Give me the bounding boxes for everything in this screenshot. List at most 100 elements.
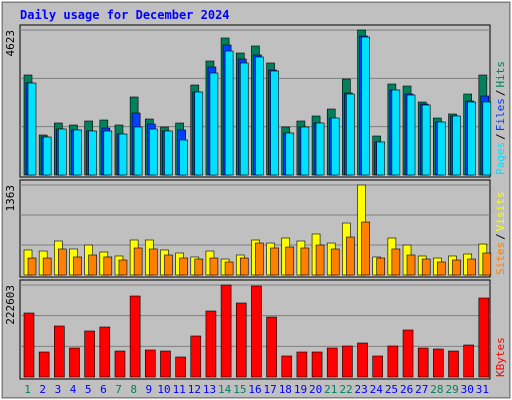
legend-entry: Pages (494, 142, 507, 175)
x-tick-label: 28 (430, 383, 443, 396)
x-tick-label: 8 (130, 383, 137, 396)
bar (144, 349, 156, 378)
bar (58, 248, 67, 276)
bar (300, 247, 310, 276)
y-tick-label: 4623 (4, 30, 17, 57)
bar (114, 350, 126, 378)
x-tick-label: 13 (203, 383, 216, 396)
bar (346, 236, 355, 276)
bar (42, 136, 52, 176)
bar (27, 82, 37, 176)
bar (224, 50, 234, 176)
bar (133, 247, 143, 276)
bar (361, 221, 370, 276)
bar (406, 254, 416, 276)
legend-separator: / (494, 90, 507, 97)
bar (88, 130, 97, 176)
bar (103, 130, 113, 176)
bar (69, 347, 80, 378)
bar (118, 133, 128, 176)
bar (281, 355, 293, 378)
bar (482, 252, 492, 276)
bar (224, 261, 234, 276)
bar (194, 91, 204, 176)
bar (209, 72, 219, 176)
bar (330, 248, 340, 276)
bar (99, 326, 111, 378)
bar (285, 132, 295, 176)
bar (433, 348, 444, 378)
x-tick-label: 22 (339, 383, 352, 396)
chart-title: Daily usage for December 2024 (20, 8, 230, 22)
bar (361, 36, 370, 176)
bar (84, 330, 95, 378)
bar (463, 344, 474, 378)
legend-entry: Files (494, 98, 507, 131)
x-tick-label: 3 (55, 383, 62, 396)
bar (133, 126, 143, 176)
bar (467, 101, 476, 176)
x-tick-label: 27 (415, 383, 428, 396)
bar (42, 257, 52, 276)
y-tick-label: 1363 (4, 185, 17, 212)
bar (251, 285, 262, 378)
x-tick-label: 1 (24, 383, 31, 396)
bar (129, 295, 141, 378)
x-tick-label: 15 (233, 383, 246, 396)
x-tick-label: 18 (279, 383, 292, 396)
bar (421, 258, 431, 276)
bar (118, 259, 128, 276)
bar (73, 129, 82, 176)
bar (376, 257, 386, 276)
bar (326, 347, 338, 378)
bar (190, 335, 202, 378)
bar (235, 302, 247, 378)
bar (239, 257, 249, 276)
bar (296, 351, 308, 378)
bar (103, 256, 113, 276)
bar (194, 258, 204, 276)
bar (164, 130, 173, 176)
x-tick-label: 26 (400, 383, 413, 396)
x-tick-label: 2 (39, 383, 46, 396)
bar (315, 122, 325, 176)
bar (330, 117, 340, 176)
bar (209, 257, 219, 276)
bar (266, 316, 277, 378)
bar (270, 70, 279, 176)
bar (421, 104, 431, 176)
bar (406, 94, 416, 176)
bar (255, 242, 264, 276)
bar (376, 141, 386, 176)
bar (148, 248, 158, 276)
bar (73, 256, 82, 276)
bar (417, 347, 429, 378)
x-tick-label: 12 (188, 383, 201, 396)
bar (402, 329, 414, 378)
x-tick-label: 9 (146, 383, 153, 396)
bar (437, 121, 446, 176)
bar (311, 351, 323, 378)
bar (54, 325, 65, 378)
x-tick-label: 6 (100, 383, 107, 396)
legend-entry: Hits (494, 61, 507, 88)
bar (23, 312, 35, 378)
bar (346, 93, 355, 176)
bar (372, 355, 384, 378)
x-tick-label: 29 (445, 383, 458, 396)
x-tick-label: 14 (218, 383, 232, 396)
x-tick-label: 25 (385, 383, 398, 396)
bar (239, 62, 249, 176)
bar (58, 128, 67, 176)
bar (285, 246, 295, 276)
x-tick-label: 23 (355, 383, 368, 396)
bar (387, 345, 399, 378)
bar (437, 261, 446, 276)
bar (478, 297, 490, 378)
x-tick-label: 16 (248, 383, 261, 396)
x-tick-label: 7 (115, 383, 122, 396)
bar (179, 139, 188, 176)
bar (391, 248, 401, 276)
